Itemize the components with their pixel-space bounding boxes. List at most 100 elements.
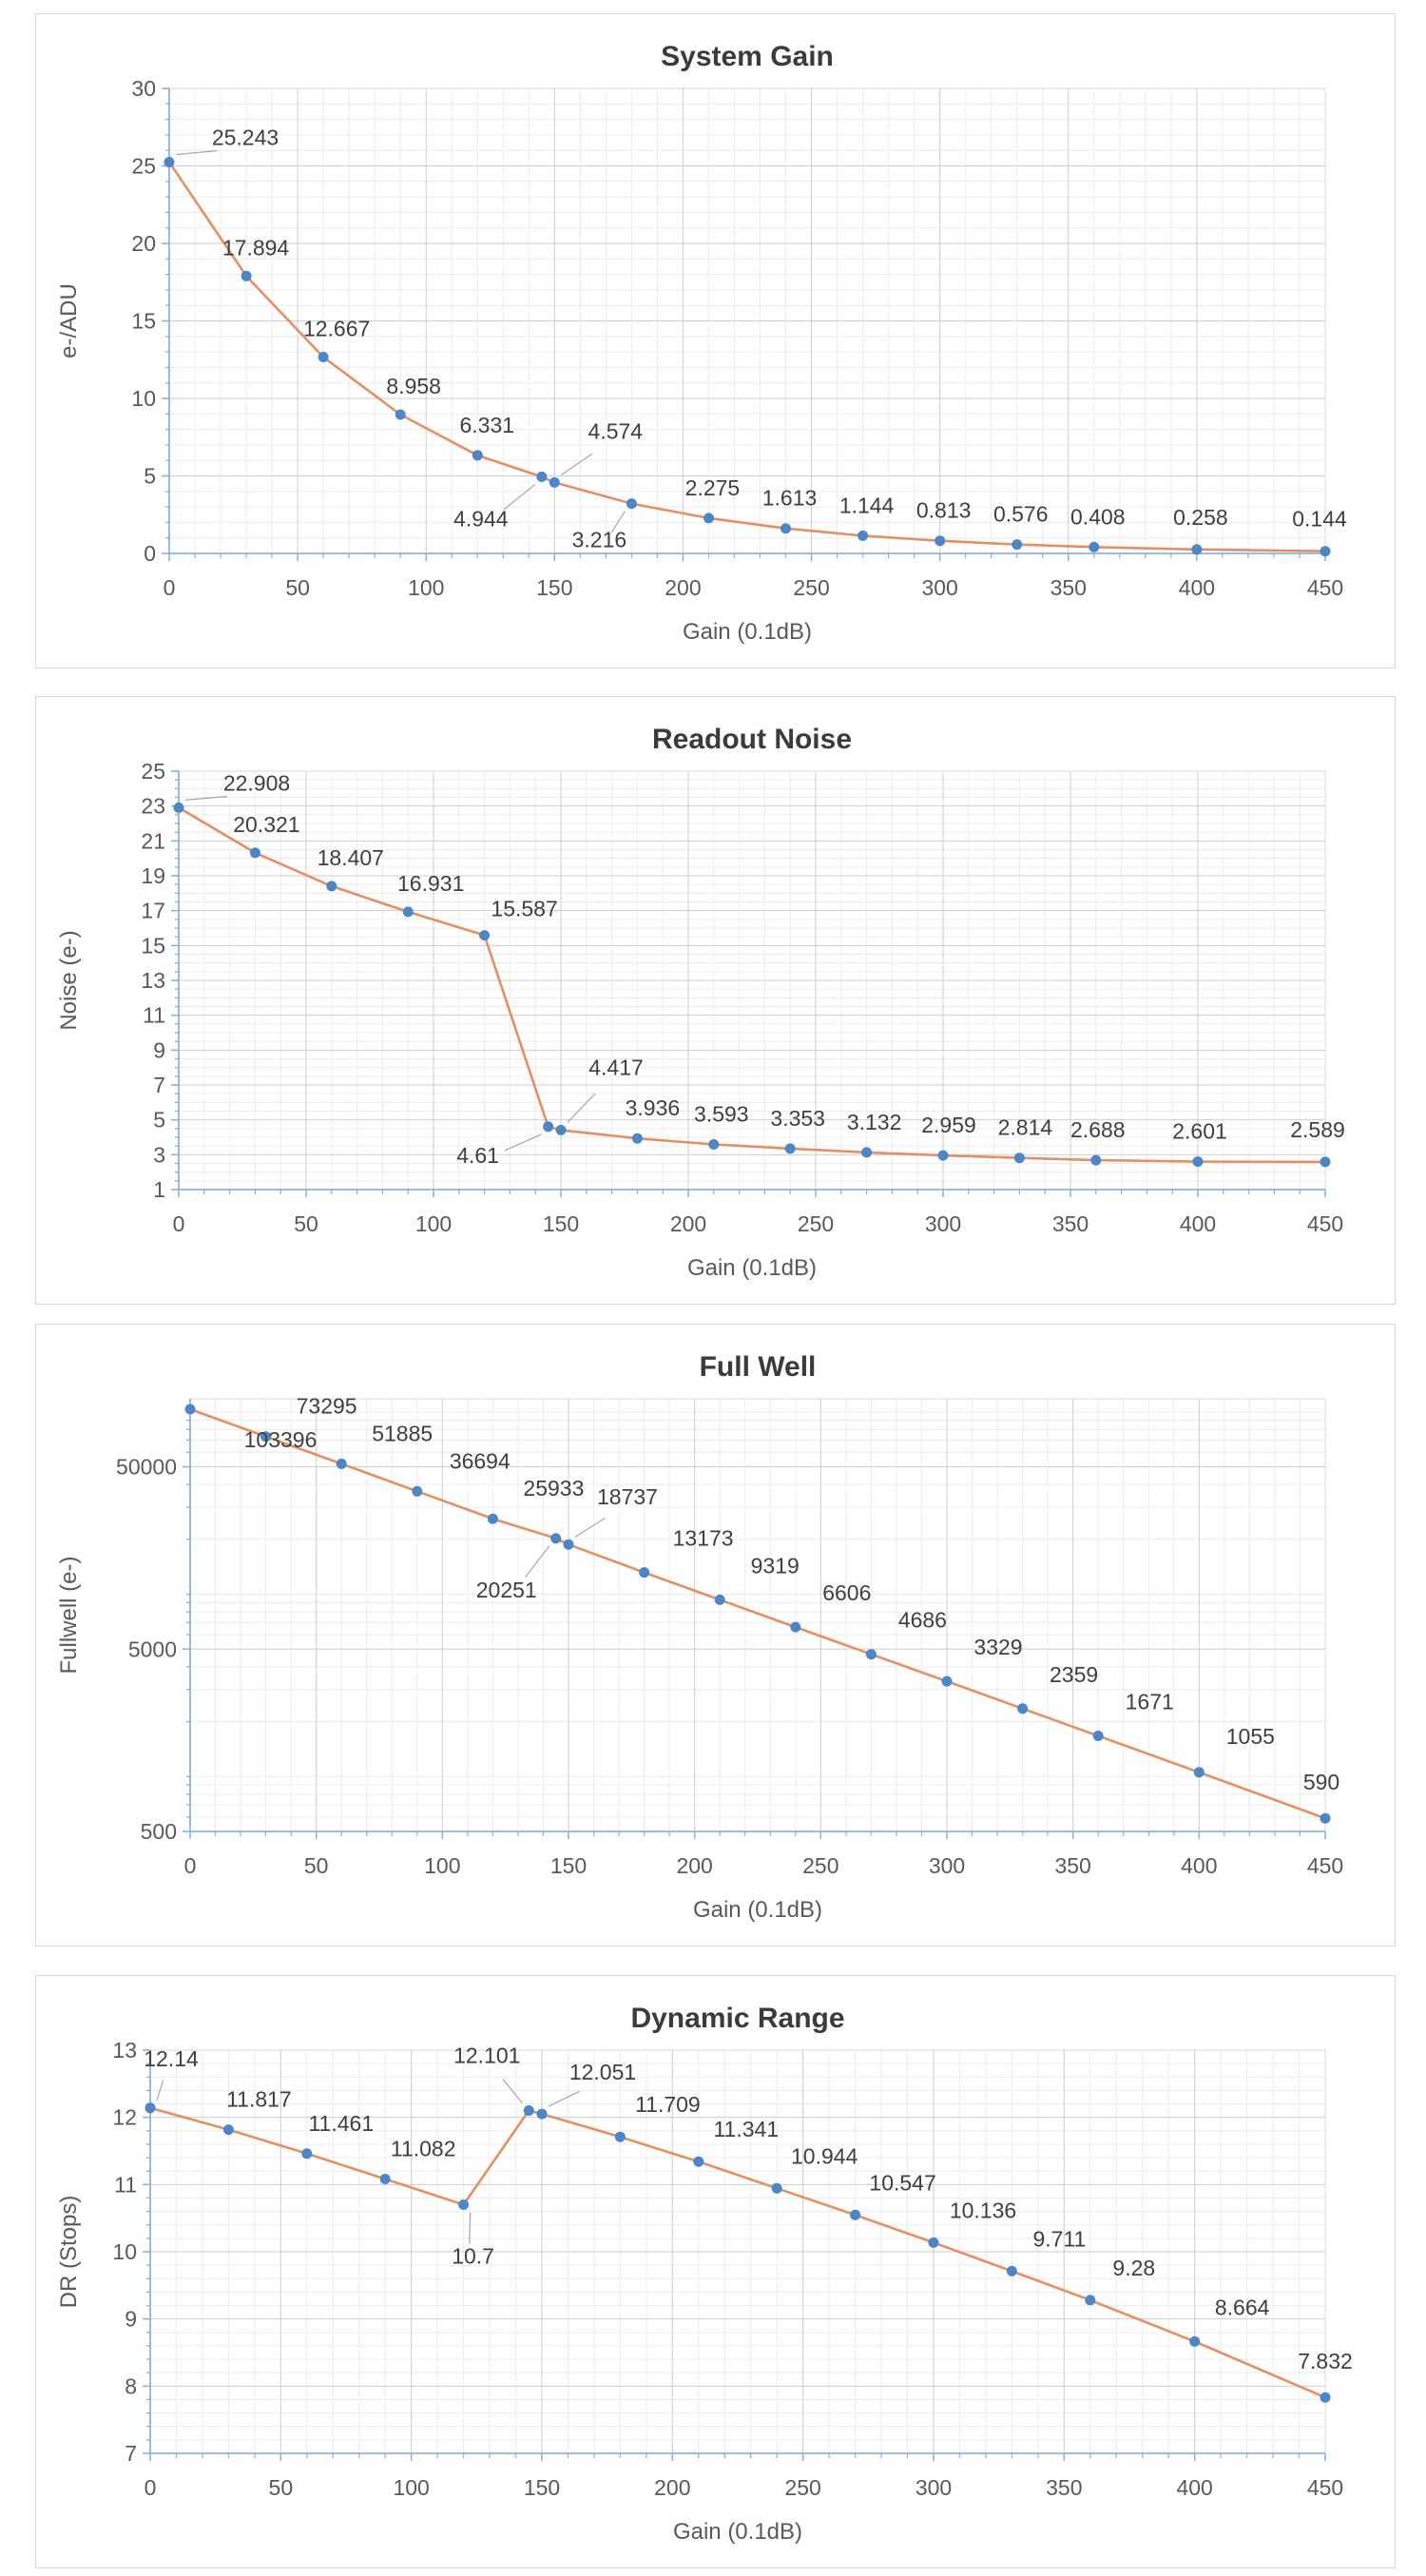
data-point-marker: [1192, 1156, 1204, 1168]
y-tick-label: 5: [144, 464, 156, 489]
x-tick-label: 250: [802, 1853, 838, 1878]
x-tick-label: 150: [524, 2475, 560, 2500]
x-tick-label: 0: [173, 1211, 185, 1236]
chart-title: System Gain: [661, 41, 834, 72]
data-point-marker: [714, 1594, 725, 1605]
x-tick-label: 450: [1307, 2475, 1343, 2500]
data-label: 12.667: [303, 317, 370, 341]
data-label: 18737: [597, 1484, 658, 1509]
x-tick-label: 250: [798, 1211, 834, 1236]
chart-panel-full-well: 500 5000 50000 0 50 100 150 200 250 300 350 400 450 1…: [35, 1324, 1396, 1947]
x-tick-label: 50: [304, 1853, 329, 1878]
x-tick-label: 0: [164, 575, 176, 600]
data-label: 2.814: [998, 1115, 1053, 1140]
series-line: [189, 1407, 1326, 1820]
data-label: 10.944: [791, 2143, 858, 2168]
data-point-marker: [412, 1485, 423, 1497]
data-point-marker: [1320, 1812, 1331, 1824]
x-tick-label: 250: [784, 2475, 820, 2500]
x-tick-label: 300: [921, 575, 957, 600]
data-point-marker: [395, 409, 406, 420]
x-tick-label: 100: [424, 1853, 460, 1878]
data-point-marker: [1012, 539, 1023, 551]
data-label: 8.664: [1215, 2295, 1270, 2319]
data-label: 0.408: [1070, 504, 1126, 529]
data-point-marker: [790, 1621, 801, 1633]
x-tick-label: 100: [393, 2475, 429, 2500]
x-axis-title: Gain (0.1dB): [673, 2519, 802, 2545]
data-point-marker: [173, 802, 184, 813]
x-tick-label: 200: [670, 1211, 706, 1236]
x-tick-label: 450: [1307, 575, 1343, 600]
data-label: 6606: [822, 1580, 871, 1605]
data-point-marker: [614, 2131, 626, 2142]
data-label: 18.407: [318, 845, 384, 870]
dynamic-range-chart: 7 8 9 10 11 12 13 0 50 100 150 200 250 300 350 400 450 12…: [56, 2003, 1353, 2545]
data-label: 4.61: [456, 1143, 499, 1168]
data-point-marker: [1089, 541, 1100, 552]
data-point-marker: [241, 270, 252, 281]
y-tick-label: 5000: [128, 1637, 177, 1661]
y-tick-label: 10: [131, 386, 156, 411]
data-point-marker: [458, 2199, 470, 2210]
y-tick-label: 500: [141, 1819, 177, 1844]
label-leader-line: [504, 1133, 542, 1152]
x-tick-label: 100: [408, 575, 444, 600]
data-point-marker: [563, 1539, 574, 1550]
x-tick-label: 150: [550, 1853, 587, 1878]
label-leader-line: [560, 453, 593, 475]
data-point-marker: [318, 352, 329, 362]
label-leader-line: [175, 150, 217, 156]
data-point-marker: [326, 881, 337, 892]
data-label: 10.7: [452, 2244, 494, 2269]
data-point-marker: [1013, 1152, 1025, 1164]
data-point-marker: [865, 1649, 877, 1660]
data-label: 17.894: [222, 235, 290, 260]
chart-panel-dynamic-range: 7 8 9 10 11 12 13 0 50 100 150 200 250 300 350 400 450 12…: [35, 1975, 1396, 2568]
x-tick-label: 350: [1046, 2475, 1082, 2500]
y-tick-label: 10: [112, 2239, 137, 2264]
y-axis-title: DR (Stops): [56, 2196, 82, 2309]
data-label: 2.688: [1070, 1117, 1126, 1142]
x-tick-label: 300: [925, 1211, 961, 1236]
y-axis-title: e-/ADU: [56, 283, 82, 358]
data-point-marker: [1017, 1703, 1029, 1714]
data-point-marker: [536, 471, 548, 482]
label-leader-line: [567, 1093, 596, 1123]
y-tick-label: 1: [153, 1177, 165, 1202]
data-label: 0.144: [1292, 507, 1347, 532]
data-point-marker: [1320, 2392, 1331, 2403]
y-tick-label: 0: [144, 541, 156, 566]
series-line: [149, 2106, 1326, 2399]
y-tick-label: 13: [112, 2038, 137, 2063]
data-label: 12.101: [453, 2043, 520, 2068]
y-tick-label: 11: [143, 1003, 165, 1028]
data-point-marker: [935, 535, 946, 547]
data-point-marker: [543, 1121, 554, 1133]
data-point-marker: [260, 1431, 272, 1443]
y-axis-title: Fullwell (e-): [56, 1556, 82, 1674]
data-point-marker: [536, 2108, 548, 2120]
y-tick-label: 21: [141, 828, 165, 853]
data-label: 1.613: [762, 486, 818, 511]
x-tick-label: 400: [1180, 1211, 1216, 1236]
data-label: 12.14: [144, 2046, 199, 2071]
y-tick-label: 7: [153, 1073, 165, 1097]
plot-area: 500 5000 50000 0 50 100 150 200 250 300 350 400 450 1…: [116, 1394, 1343, 1878]
data-label: 0.813: [916, 498, 972, 523]
data-point-marker: [639, 1567, 650, 1579]
data-point-marker: [379, 2174, 391, 2184]
data-point-marker: [937, 1150, 949, 1161]
x-tick-label: 450: [1307, 1211, 1343, 1236]
data-label: 4686: [898, 1608, 947, 1633]
data-point-marker: [1191, 544, 1203, 555]
y-tick-label: 25: [141, 759, 165, 784]
label-leader-line: [610, 511, 626, 533]
data-label: 1.144: [839, 493, 895, 517]
y-tick-label: 17: [141, 899, 165, 923]
x-axis-title: Gain (0.1dB): [683, 619, 812, 645]
y-axis-title: Noise (e-): [56, 930, 82, 1030]
data-point-marker: [184, 1404, 196, 1415]
data-label: 36694: [450, 1448, 511, 1473]
